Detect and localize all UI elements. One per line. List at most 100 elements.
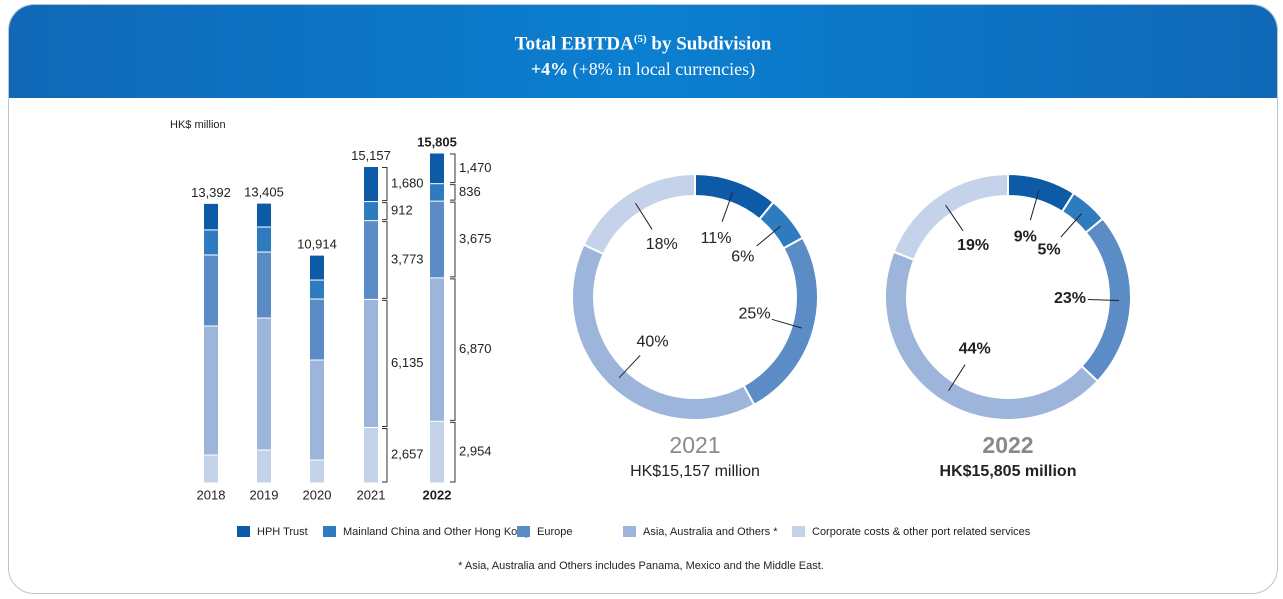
leader-line [1029, 190, 1040, 221]
bar-segment [310, 280, 324, 299]
leader-line [1060, 213, 1082, 238]
x-tick-label: 2018 [197, 487, 226, 502]
footnote: * Asia, Australia and Others includes Pa… [458, 560, 824, 572]
bracket [382, 428, 388, 483]
title-note: (5) [633, 33, 647, 45]
banner: Total EBITDA(5) by Subdivision +4% (+8% … [9, 5, 1277, 98]
legend-label: Mainland China and Other Hong Kong [343, 526, 530, 538]
total-label: 10,914 [297, 237, 337, 252]
slice-label: 6% [731, 249, 754, 266]
bar-segment [257, 252, 271, 318]
donut-subtitle: HK$15,805 million [940, 463, 1077, 480]
bracket [382, 167, 388, 202]
bar-segment [430, 153, 444, 184]
bracket [450, 421, 456, 483]
donut-slice [884, 250, 1100, 421]
y-axis-label: HK$ million [170, 119, 226, 131]
slice-label: 11% [701, 230, 732, 247]
subtitle-bold: +4% [530, 59, 569, 79]
bar-segment [310, 460, 324, 483]
donut-slice [571, 243, 756, 421]
legend-swatch [517, 526, 530, 537]
leader-line [635, 203, 653, 230]
leader-line [756, 225, 781, 247]
x-tick-label: 2020 [303, 487, 332, 502]
x-tick-label: 2019 [250, 487, 279, 502]
total-label: 13,392 [191, 185, 231, 200]
value-label: 2,657 [391, 447, 424, 462]
bar-segment [204, 455, 218, 483]
donut-title: 2022 [982, 432, 1033, 458]
leader-line [945, 204, 964, 232]
slice-label: 9% [1014, 229, 1037, 246]
slice-label: 18% [646, 236, 678, 253]
bar-segment [364, 428, 378, 483]
legend-label: Corporate costs & other port related ser… [812, 526, 1031, 538]
bar-segment [310, 255, 324, 280]
frame: Total EBITDA(5) by Subdivision +4% (+8% … [8, 4, 1278, 594]
donut-slice [582, 172, 696, 256]
slice-label: 5% [1037, 242, 1060, 259]
value-label: 3,675 [459, 231, 492, 246]
value-label: 2,954 [459, 444, 492, 459]
slice-label: 23% [1054, 290, 1086, 307]
leader-line [948, 364, 966, 391]
slice-label: 19% [957, 237, 989, 254]
leader-line [1087, 299, 1119, 301]
value-label: 836 [459, 184, 481, 199]
bar-segment [204, 230, 218, 255]
bar-segment [430, 184, 444, 201]
legend-swatch [323, 526, 336, 537]
bracket [450, 201, 456, 278]
value-label: 6,870 [459, 341, 492, 356]
bar-segment [257, 227, 271, 252]
legend-swatch [237, 526, 250, 537]
x-tick-label: 2022 [423, 487, 452, 502]
donut-slice [892, 172, 1009, 262]
bar-segment [430, 278, 444, 421]
bar-segment [204, 203, 218, 230]
slice-label: 40% [637, 333, 669, 350]
bar-segment [364, 167, 378, 202]
leader-line [771, 318, 802, 329]
slice-label: 44% [959, 341, 991, 358]
bar-segment [430, 201, 444, 278]
title-text: Total EBITDA [514, 33, 634, 55]
bar-segment [364, 299, 378, 428]
title: Total EBITDA(5) by Subdivision [9, 33, 1277, 55]
bar-segment [364, 221, 378, 299]
legend-label: Asia, Australia and Others * [643, 526, 778, 538]
leader-line [618, 354, 641, 379]
legend-label: Europe [537, 526, 572, 538]
legend-swatch [792, 526, 805, 537]
bar-segment [310, 299, 324, 360]
bar-segment [430, 421, 444, 483]
title-rest: by Subdivision [651, 33, 772, 55]
subtitle-rest: (+8% in local currencies) [572, 59, 756, 79]
value-label: 1,470 [459, 160, 492, 175]
bar-segment [257, 318, 271, 450]
value-label: 1,680 [391, 175, 424, 190]
bracket [382, 202, 388, 221]
bar-segment [364, 202, 378, 221]
bar-segment [310, 360, 324, 460]
bar-segment [204, 255, 218, 326]
value-label: 3,773 [391, 251, 424, 266]
value-label: 6,135 [391, 355, 424, 370]
bracket [450, 153, 456, 184]
leader-line [721, 192, 734, 222]
subtitle: +4% (+8% in local currencies) [9, 59, 1277, 80]
bracket [382, 299, 388, 428]
legend-label: HPH Trust [257, 526, 308, 538]
donut-slice [1007, 172, 1076, 214]
legend-swatch [623, 526, 636, 537]
bar-segment [257, 203, 271, 227]
total-label: 15,805 [417, 134, 457, 149]
total-label: 15,157 [351, 148, 391, 163]
slice-label: 25% [739, 306, 771, 323]
x-tick-label: 2021 [357, 487, 386, 502]
bracket [450, 278, 456, 421]
bar-segment [257, 450, 271, 483]
bracket [450, 184, 456, 201]
